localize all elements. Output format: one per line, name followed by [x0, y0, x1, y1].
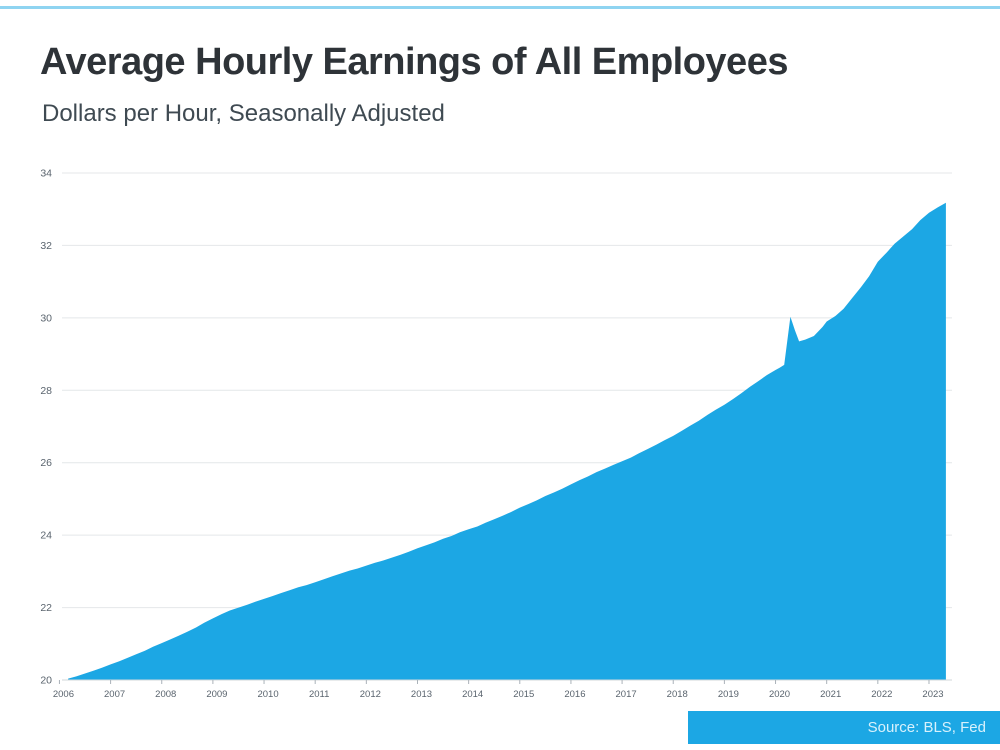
chart-area: 20 22 24 26 28 30 32 34 2006 2007 2008 2009 2010 2011…: [0, 150, 1000, 716]
svg-text:2008: 2008: [155, 689, 176, 700]
chart-header: Average Hourly Earnings of All Employees…: [40, 41, 960, 128]
svg-text:2012: 2012: [360, 689, 381, 700]
svg-text:22: 22: [40, 602, 52, 614]
svg-text:2014: 2014: [462, 689, 483, 700]
svg-text:34: 34: [40, 168, 52, 180]
top-accent-border: [0, 6, 1000, 9]
svg-text:2018: 2018: [667, 689, 688, 700]
page-title: Average Hourly Earnings of All Employees: [40, 41, 788, 83]
svg-text:2013: 2013: [411, 689, 432, 700]
svg-text:2006: 2006: [53, 689, 74, 700]
svg-text:2023: 2023: [922, 689, 943, 700]
source-bar: Source: BLS, Fed: [688, 711, 1000, 744]
svg-text:32: 32: [40, 240, 52, 252]
svg-text:30: 30: [40, 312, 52, 324]
svg-text:26: 26: [40, 457, 52, 469]
svg-text:28: 28: [40, 385, 52, 397]
svg-text:2016: 2016: [564, 689, 585, 700]
svg-text:20: 20: [40, 675, 52, 687]
svg-text:2021: 2021: [820, 689, 841, 700]
svg-text:2017: 2017: [616, 689, 637, 700]
svg-text:2022: 2022: [871, 689, 892, 700]
svg-text:24: 24: [40, 530, 52, 542]
source-label: Source: BLS, Fed: [867, 719, 986, 736]
svg-text:2020: 2020: [769, 689, 790, 700]
page-subtitle: Dollars per Hour, Seasonally Adjusted: [42, 99, 445, 127]
svg-text:2010: 2010: [257, 689, 278, 700]
svg-text:2019: 2019: [718, 689, 739, 700]
svg-text:2007: 2007: [104, 689, 125, 700]
svg-text:2015: 2015: [513, 689, 534, 700]
svg-text:2009: 2009: [206, 689, 227, 700]
svg-text:2011: 2011: [309, 689, 329, 700]
